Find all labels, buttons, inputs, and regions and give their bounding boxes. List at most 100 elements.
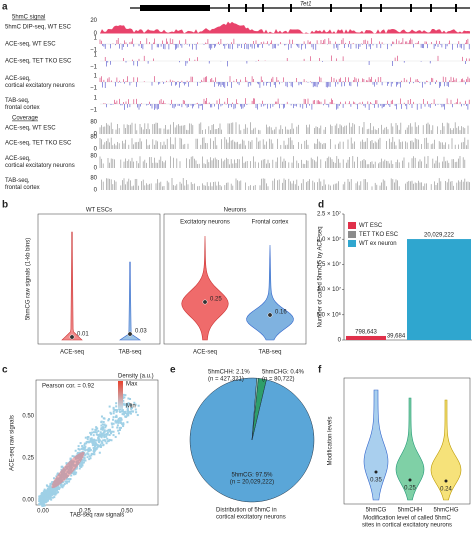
density-cell [87, 440, 90, 443]
median-label: 0.24 [440, 487, 452, 493]
density-cell [107, 419, 110, 422]
density-cell [97, 435, 100, 438]
density-cell [110, 412, 113, 415]
density-cell [56, 472, 59, 475]
density-cell [103, 436, 106, 439]
density-cell [55, 475, 58, 478]
density-cell [98, 441, 101, 444]
density-cell [52, 493, 55, 496]
y-tick-label: 0.50 [22, 414, 34, 420]
density-cell [130, 407, 133, 410]
panel-letter: f [318, 365, 322, 376]
density-cell [95, 428, 98, 431]
density-cell [60, 484, 63, 487]
track-scale: −1 [90, 65, 98, 71]
section-title: 5hmC signal [12, 15, 45, 21]
density-cell [43, 488, 46, 491]
density-cell [105, 442, 108, 445]
density-cell [110, 439, 113, 442]
axis-label: 5hmCG raw signals (1-kb bins) [26, 238, 32, 320]
violin [430, 399, 462, 501]
y-tick-label: 5.0 × 10⁶ [317, 311, 342, 318]
density-cell [86, 448, 89, 451]
density-cell [47, 489, 50, 492]
density-cell [122, 413, 125, 416]
density-cell [79, 442, 82, 445]
density-cell [111, 423, 114, 426]
group-label: WT ESCs [86, 208, 112, 214]
density-cell [44, 501, 47, 504]
track-scale: 0 [94, 166, 98, 172]
gene-exon [330, 4, 332, 12]
density-cell [50, 489, 53, 492]
track-label: ACE-seq, TET TKO ESC [5, 141, 72, 147]
density-cell [127, 412, 130, 415]
density-cell [114, 416, 117, 419]
density-cell [77, 447, 80, 450]
density-cell [81, 464, 84, 467]
density-cell [91, 442, 94, 445]
density-cell [51, 496, 54, 499]
density-cell [101, 423, 104, 426]
density-cell [122, 423, 125, 426]
density-cell [95, 433, 98, 436]
density-cell [119, 421, 122, 424]
density-cell [118, 428, 121, 431]
median-label: 0.01 [77, 332, 89, 338]
density-cell [115, 421, 118, 424]
section-title: Coverage [12, 116, 39, 122]
density-cell [57, 491, 60, 494]
density-cell [116, 424, 119, 427]
density-cell [127, 404, 130, 407]
density-cell [105, 435, 108, 438]
density-cell [98, 433, 101, 436]
density-cell [129, 412, 132, 415]
density-cell [38, 503, 41, 506]
density-cell [83, 459, 86, 462]
density-cell [56, 473, 59, 476]
density-cell [71, 472, 74, 475]
density-cell [98, 445, 101, 448]
median-label: 0.16 [275, 310, 287, 316]
density-cell [87, 450, 90, 453]
track-label: 5hmC DIP-seq, WT ESC [5, 25, 72, 31]
density-cell [108, 430, 111, 433]
density-cell [39, 497, 42, 500]
density-cell [42, 494, 45, 497]
x-tick-label: 0.50 [121, 509, 133, 515]
density-cell [127, 410, 130, 413]
track-scale: 80 [90, 135, 97, 141]
density-cell [129, 404, 132, 407]
density-cell [49, 492, 52, 495]
density-cell [55, 492, 58, 495]
density-cell [49, 486, 52, 489]
gene-exon [245, 4, 247, 12]
density-cell [90, 433, 93, 436]
density-cell [49, 495, 52, 498]
density-cell [122, 393, 125, 396]
density-cell [48, 486, 51, 489]
density-cell [94, 431, 97, 434]
density-cell [119, 426, 122, 429]
density-cell [108, 438, 111, 441]
density-cell [119, 408, 122, 411]
track-label: cortical excitatory neurons [5, 163, 75, 169]
density-cell [41, 491, 44, 494]
legend-bar [118, 381, 123, 409]
median-dot [69, 334, 75, 340]
density-cell [112, 418, 115, 421]
density-cell [100, 434, 103, 437]
density-cell [94, 443, 97, 446]
density-cell [94, 441, 97, 444]
axis-label: ACE-seq raw signals [10, 415, 16, 471]
density-cell [125, 405, 128, 408]
density-cell [90, 440, 93, 443]
legend-label: Max [126, 382, 137, 388]
panel-letter: e [170, 365, 176, 376]
x-label: ACE-seq [60, 350, 84, 356]
caption: Distribution of 5hmC in [216, 508, 277, 514]
slice-count: (n = 427,321) [208, 377, 244, 383]
density-cell [90, 439, 93, 442]
density-cell [126, 421, 129, 424]
